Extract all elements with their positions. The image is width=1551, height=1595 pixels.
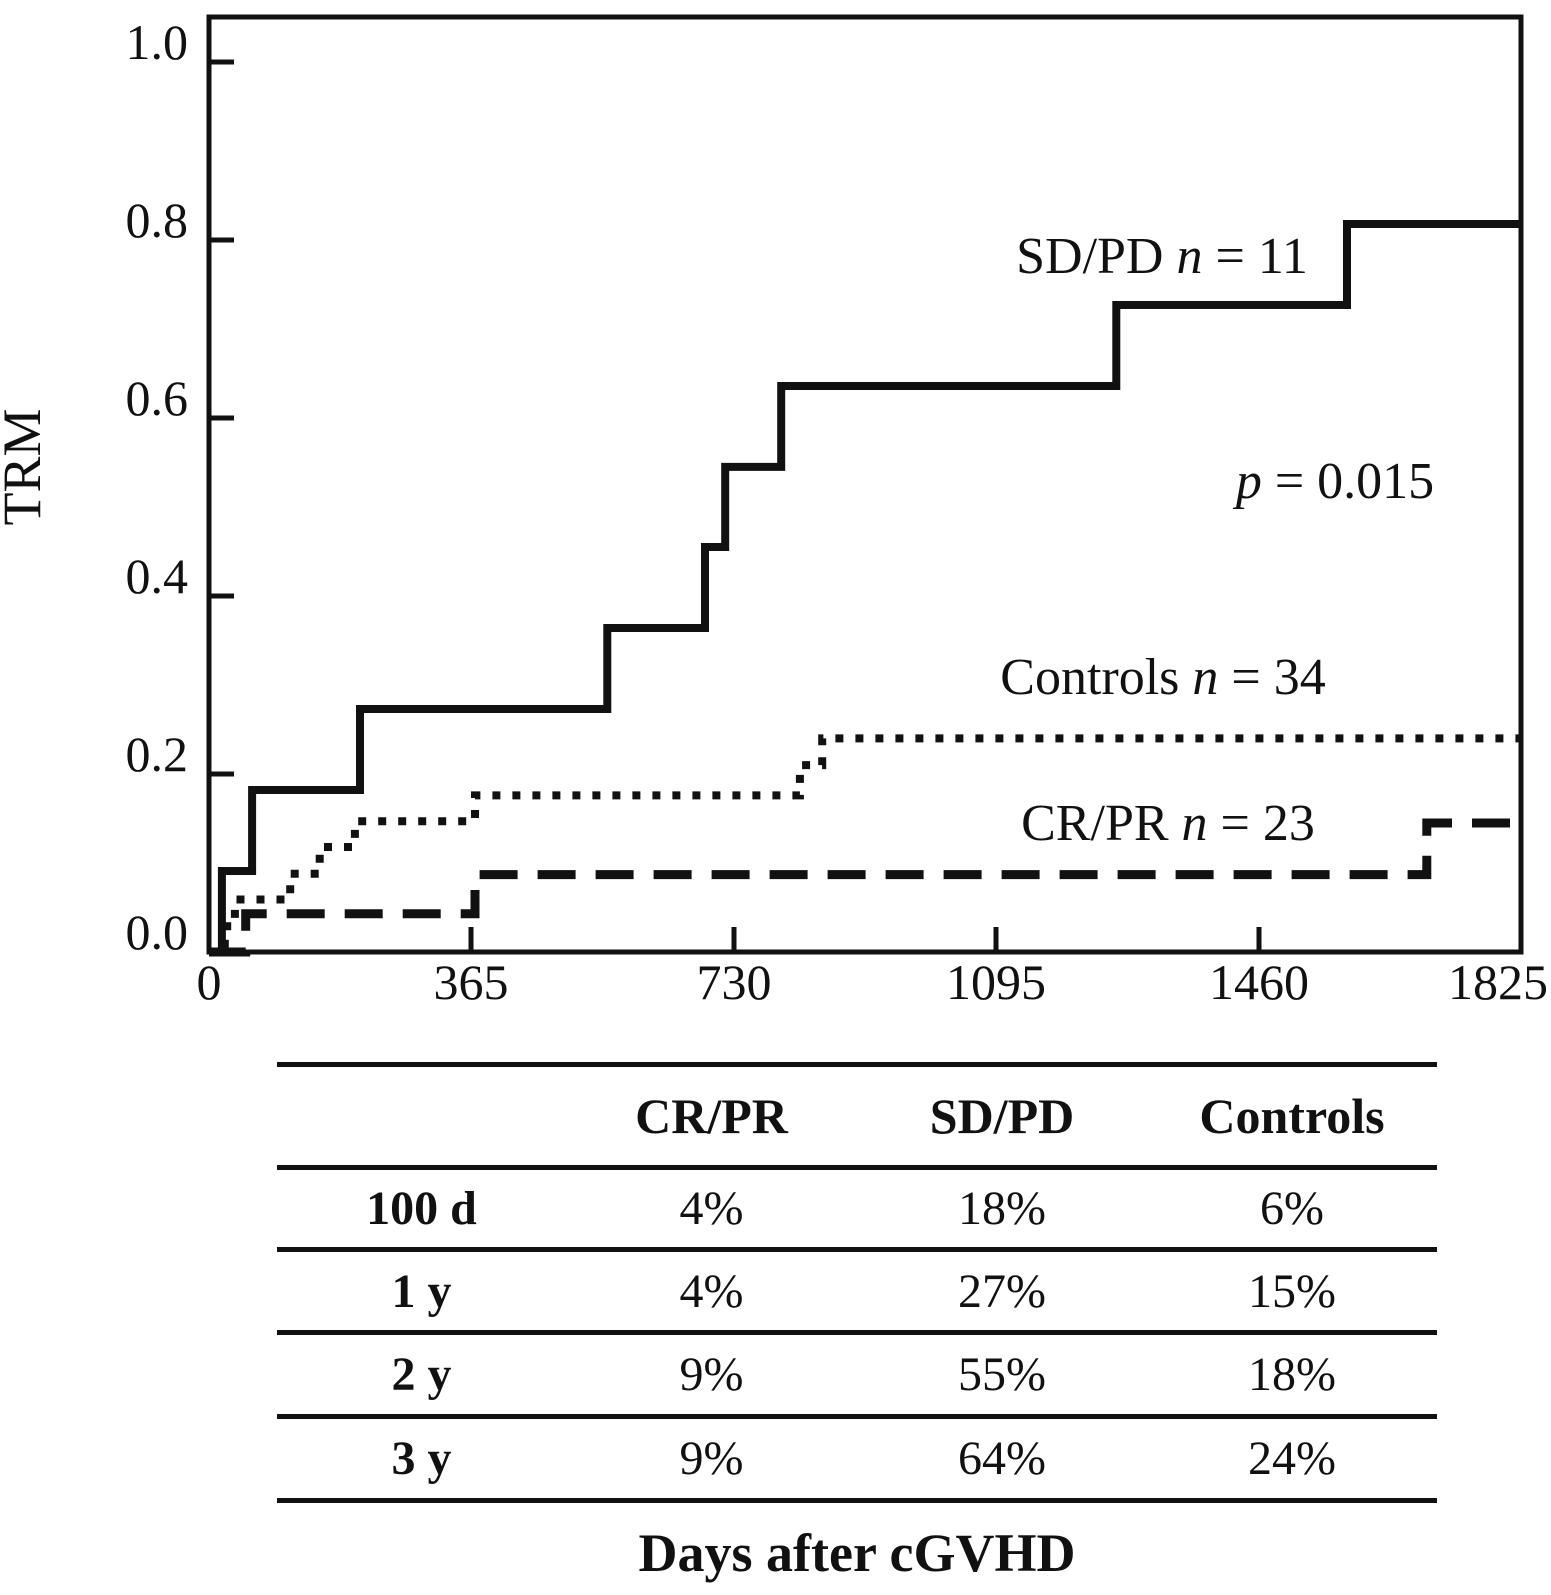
- trm-summary-table: CR/PR SD/PD Controls 100 d 4% 18% 6% 1 y…: [277, 1062, 1437, 1503]
- table-rule: [277, 1414, 1437, 1419]
- x-axis-labels: 0 365 730 1095 1460 1825: [197, 954, 1549, 1010]
- ytick-0.0: 0.0: [126, 904, 189, 960]
- x-axis-ticks: [468, 927, 1262, 950]
- x-axis-title: Days after cGVHD: [638, 1523, 1076, 1583]
- table-rule: [277, 1247, 1437, 1252]
- ytick-0.2: 0.2: [126, 726, 189, 782]
- y-axis-ticks: [211, 59, 234, 777]
- plot-frame: [206, 14, 1524, 955]
- cell-crpr: 4%: [679, 1182, 744, 1235]
- crpr-curve: [209, 818, 1521, 957]
- ytick-1.0: 1.0: [126, 14, 189, 70]
- xtick-365: 365: [434, 954, 509, 1010]
- ytick-0.4: 0.4: [126, 548, 189, 604]
- cell-crpr: 9%: [679, 1432, 744, 1485]
- controls-curve-label: Controls n = 34: [1000, 649, 1325, 706]
- cell-crpr: 9%: [679, 1348, 744, 1401]
- cell-sdpd: 55%: [958, 1348, 1046, 1401]
- ytick-0.6: 0.6: [126, 370, 189, 426]
- controls-curve: [209, 734, 1521, 956]
- sdpd-curve: [209, 220, 1521, 956]
- cell-controls: 6%: [1260, 1182, 1324, 1235]
- cell-sdpd: 64%: [958, 1432, 1046, 1485]
- row-label: 100 d: [366, 1182, 477, 1235]
- trm-step-chart: 1.0 0.8 0.6 0.4 0.2 0.0 0 365 730 1095 1…: [0, 14, 1549, 1010]
- y-axis-labels: 1.0 0.8 0.6 0.4 0.2 0.0: [126, 14, 189, 960]
- table-header-row: CR/PR SD/PD Controls: [277, 1067, 1437, 1165]
- ytick-0.8: 0.8: [126, 192, 189, 248]
- table-row-100d: 100 d 4% 18% 6%: [277, 1170, 1437, 1247]
- sdpd-curve-label: SD/PD n = 11: [1016, 228, 1308, 285]
- table-row-3y: 3 y 9% 64% 24%: [277, 1419, 1437, 1498]
- row-label: 2 y: [391, 1348, 452, 1401]
- table-rule: [277, 1330, 1437, 1335]
- cell-sdpd: 18%: [958, 1182, 1046, 1235]
- cell-controls: 15%: [1248, 1264, 1336, 1318]
- xtick-1825: 1825: [1448, 954, 1548, 1010]
- p-value-annotation: p = 0.015: [1232, 453, 1434, 510]
- table-row-2y: 2 y 9% 55% 18%: [277, 1335, 1437, 1414]
- cell-sdpd: 27%: [958, 1264, 1046, 1318]
- cell-controls: 24%: [1248, 1432, 1336, 1485]
- y-axis-title: TRM: [0, 408, 52, 525]
- header-crpr: CR/PR: [635, 1088, 788, 1144]
- table-rule-bottom: [277, 1498, 1437, 1503]
- crpr-curve-label: CR/PR n = 23: [1021, 795, 1315, 852]
- xtick-1095: 1095: [946, 954, 1046, 1010]
- table-rule: [277, 1165, 1437, 1170]
- xtick-0: 0: [197, 954, 222, 1010]
- cell-crpr: 4%: [679, 1264, 744, 1318]
- header-sdpd: SD/PD: [929, 1088, 1075, 1144]
- table-row-1y: 1 y 4% 27% 15%: [277, 1252, 1437, 1330]
- row-label: 1 y: [391, 1264, 452, 1318]
- xtick-1460: 1460: [1209, 954, 1309, 1010]
- table-rule-top: [277, 1062, 1437, 1067]
- cell-controls: 18%: [1248, 1348, 1336, 1401]
- header-controls: Controls: [1199, 1088, 1385, 1144]
- xtick-730: 730: [697, 954, 772, 1010]
- row-label: 3 y: [391, 1432, 452, 1485]
